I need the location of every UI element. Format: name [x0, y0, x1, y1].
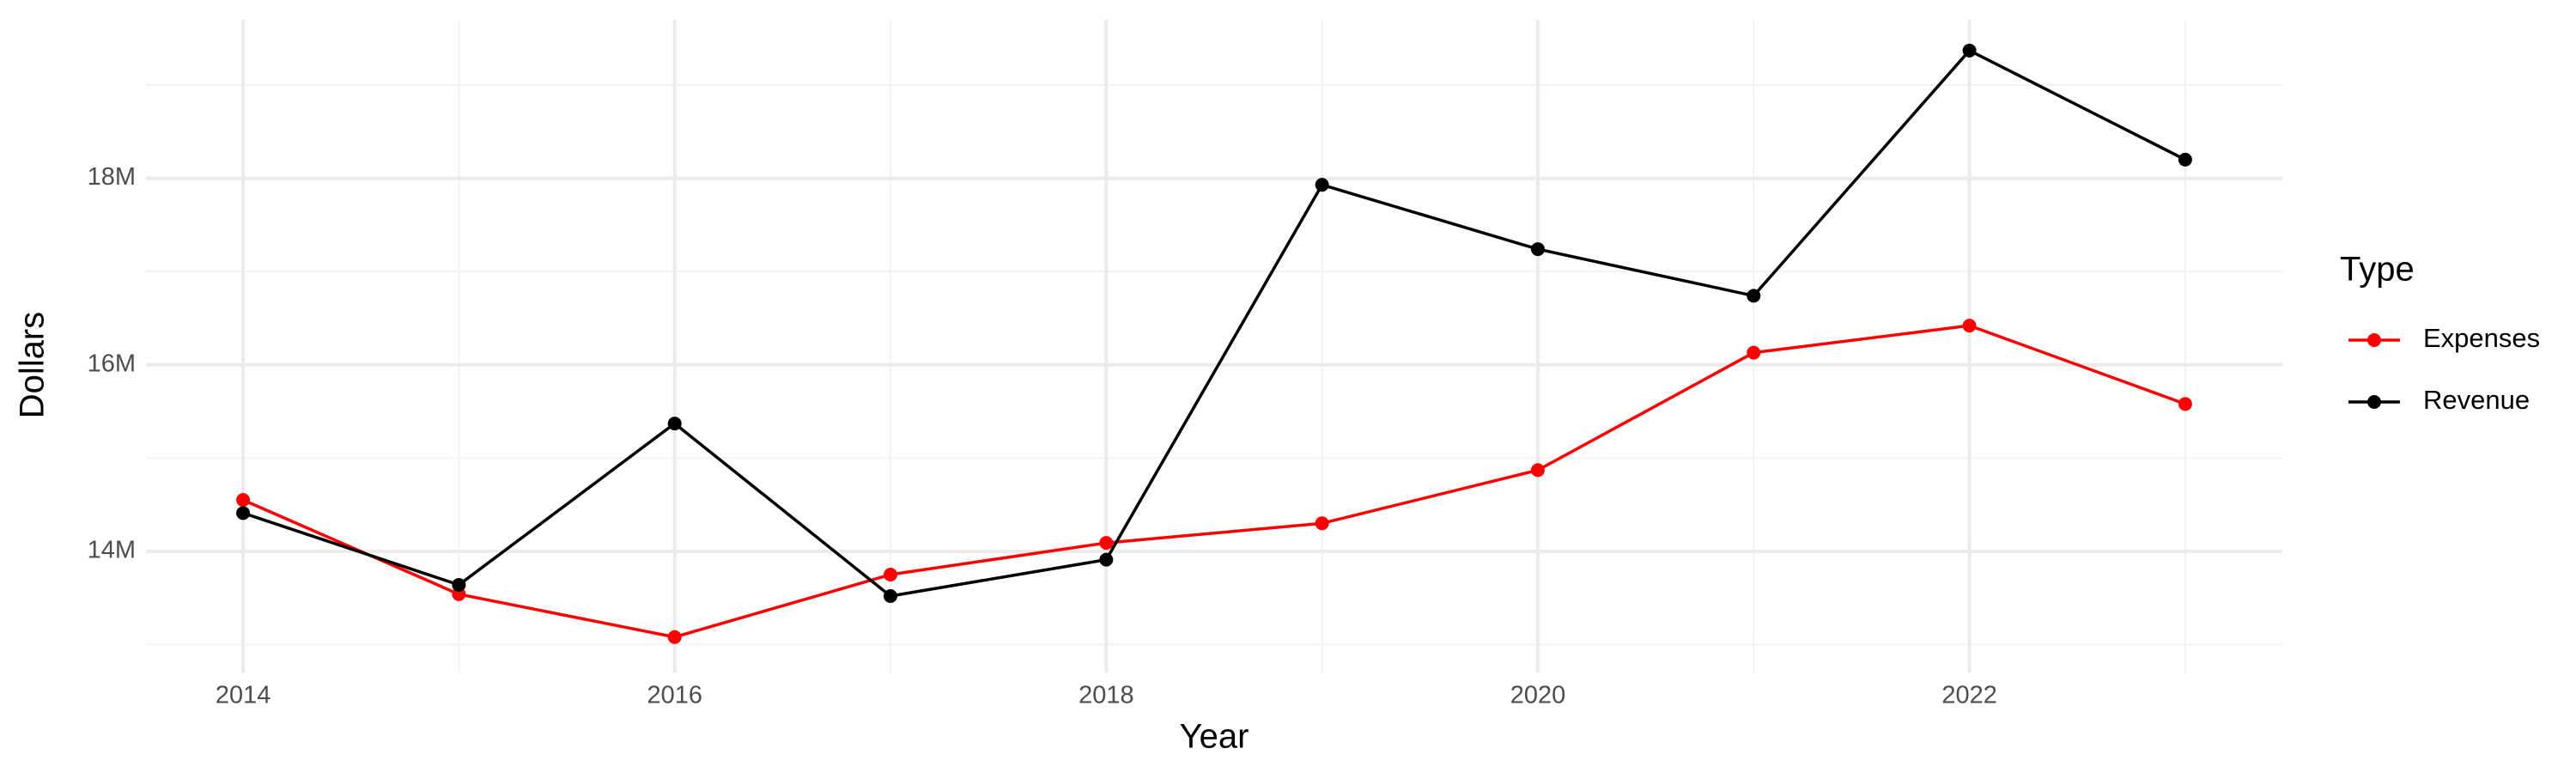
x-tick-label: 2014: [216, 682, 271, 709]
x-tick-label: 2018: [1078, 682, 1134, 709]
data-point: [2178, 397, 2192, 411]
data-point: [667, 417, 682, 431]
legend-title: Type: [2340, 251, 2415, 289]
y-tick-label: 16M: [88, 350, 136, 377]
x-tick-label: 2016: [647, 682, 702, 709]
data-point: [884, 568, 898, 581]
legend-key-point: [2367, 395, 2381, 409]
series-line: [242, 48, 2186, 598]
data-point: [1747, 345, 1761, 360]
x-tick-label: 2020: [1510, 682, 1566, 709]
data-point: [236, 506, 251, 520]
data-point: [1315, 516, 1329, 531]
legend-key-point: [2367, 333, 2381, 347]
y-tick-label: 18M: [88, 163, 136, 191]
data-point: [236, 493, 251, 508]
y-tick-label: 14M: [88, 537, 136, 564]
data-point: [1530, 242, 1545, 257]
legend-label: Revenue: [2423, 385, 2530, 415]
data-point: [884, 588, 898, 603]
data-point: [2178, 152, 2192, 167]
data-point: [1099, 552, 1114, 567]
legend-label: Expenses: [2423, 323, 2540, 353]
data-point: [1099, 536, 1114, 551]
data-point: [667, 630, 682, 644]
x-tick-label: 2022: [1941, 682, 1997, 709]
data-point: [1530, 463, 1545, 478]
x-axis-title: Year: [1180, 718, 1249, 756]
y-axis-title: Dollars: [14, 312, 52, 418]
data-point: [1315, 178, 1329, 192]
data-point: [1747, 289, 1761, 303]
series-line: [242, 324, 2186, 639]
data-point: [1962, 43, 1977, 58]
data-point: [1962, 319, 1977, 333]
data-point: [452, 577, 466, 592]
